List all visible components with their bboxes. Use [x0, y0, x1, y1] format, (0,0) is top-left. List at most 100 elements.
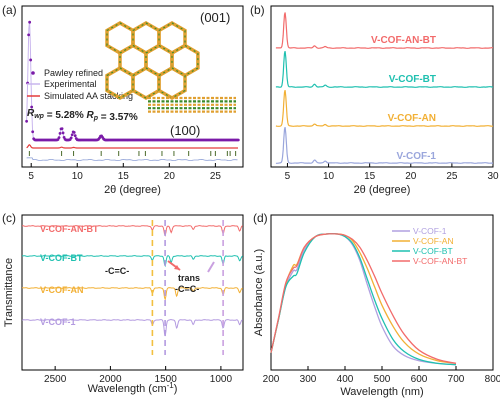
x-tick-label: 10 — [72, 171, 84, 182]
plot-frame — [21, 5, 244, 168]
x-tick-label: 800 — [485, 374, 500, 385]
series-line — [270, 233, 457, 366]
panel-d: (d) 200 300 400 500 600 700 800 Wavelength (nm) A… — [253, 211, 500, 398]
series-label: V-COF-1 — [40, 317, 76, 327]
series-line — [22, 255, 243, 268]
x-tick-label: 25 — [210, 171, 222, 182]
x-tick-label: 1000 — [210, 374, 233, 385]
x-tick-label: 5 — [28, 171, 34, 182]
legend: V-COF-1V-COF-ANV-COF-BTV-COF-AN-BT — [392, 226, 467, 266]
series-line — [275, 12, 493, 49]
framework-hexagon — [157, 65, 187, 101]
series-line — [275, 90, 494, 127]
legend-label: V-COF-1 — [413, 226, 447, 236]
series-difference — [26, 157, 238, 162]
structure-inset-100 — [148, 96, 236, 113]
x-axis-label: 2θ (degree) — [354, 184, 411, 196]
plot-frame — [21, 214, 244, 371]
pawley-point — [72, 131, 76, 134]
series-line — [21, 319, 243, 337]
x-tick-label: 700 — [448, 374, 465, 385]
pawley-point — [28, 20, 32, 24]
r-factor-part: p — [93, 115, 99, 122]
r-factor-part: R — [27, 108, 35, 119]
pawley-point — [25, 119, 29, 123]
band-annotation: -C=C- — [105, 266, 129, 276]
legend-label: V-COF-BT — [413, 246, 453, 256]
series-label: V-COF-AN — [388, 113, 436, 124]
series-label: V-COF-BT — [40, 253, 83, 263]
band-annotation: -C=C- — [175, 284, 199, 294]
pawley-point — [69, 136, 73, 140]
x-tick-label: 20 — [164, 171, 176, 182]
legend-marker-pawley — [31, 71, 35, 75]
band-annotation: trans — [178, 273, 200, 283]
legend-label: V-COF-AN — [413, 236, 454, 246]
pawley-point — [73, 134, 77, 138]
x-tick-label: 400 — [337, 374, 354, 385]
pawley-point — [61, 131, 65, 135]
x-tick-label: 10 — [323, 171, 335, 182]
structure-inset-001 — [105, 20, 200, 101]
x-tick-label: 1500 — [155, 374, 178, 385]
series-line — [275, 127, 493, 164]
x-tick-label: 15 — [118, 171, 130, 182]
x-tick-label: 300 — [300, 374, 317, 385]
x-tick-label: 600 — [411, 374, 428, 385]
r-factor-part: wp — [34, 113, 44, 120]
x-axis-label: Wavelength (nm) — [340, 386, 423, 398]
pawley-point — [58, 131, 62, 135]
x-axis-label-part: Wavelength (cm — [88, 383, 167, 395]
panel-label: (a) — [2, 3, 17, 17]
x-axis-label-part: -1 — [167, 381, 175, 390]
arrow — [207, 261, 215, 273]
x-axis-label-part: ) — [174, 383, 178, 395]
y-axis-label: Transmittance — [3, 258, 15, 327]
series-label: V-COF-AN-BT — [40, 224, 99, 234]
series-line — [275, 51, 494, 88]
series-line — [270, 233, 457, 365]
panel-a: (a) 5 10 15 20 25 2θ (degree) Pawley refinedExp… — [2, 3, 244, 196]
r-factors: Rwp = 5.28% Rp = 3.57% — [27, 108, 138, 123]
series-line — [22, 287, 243, 302]
r-factor-part: R — [87, 110, 95, 121]
x-tick-label: 2000 — [99, 374, 122, 385]
panel-c: (c) 2500 2000 1500 1000 Transmittance Waveleng… — [2, 211, 244, 395]
x-tick-label: 20 — [405, 171, 417, 182]
series-label: V-COF-AN-BT — [371, 35, 436, 46]
y-axis-label: Absorbance (a.u.) — [253, 249, 265, 336]
x-tick-label: 30 — [487, 171, 499, 182]
pawley-point — [27, 33, 31, 37]
series-label: V-COF-1 — [397, 151, 437, 162]
arrow-head — [174, 265, 180, 270]
x-tick-label: 5 — [285, 171, 291, 182]
miller-index-001: (001) — [200, 10, 230, 25]
x-tick-label: 200 — [263, 374, 280, 385]
panel-label: (d) — [253, 211, 268, 225]
x-tick-label: 15 — [364, 171, 376, 182]
pawley-point — [60, 127, 64, 131]
pawley-point — [29, 58, 33, 62]
legend-label: Pawley refined — [44, 68, 103, 78]
series-label: V-COF-AN — [40, 285, 84, 295]
x-axis-label: 2θ (degree) — [104, 184, 161, 196]
series-simulated — [26, 144, 238, 149]
pawley-point — [70, 133, 74, 137]
legend-label: Simulated AA stacking — [44, 91, 133, 101]
series-line — [21, 225, 243, 237]
panel-b: (b) 5 10 15 20 25 30 2θ (degree) V-COF-AN-BT V-CO… — [250, 3, 499, 196]
r-factor-part: = 5.28% — [44, 110, 87, 121]
series-label: V-COF-BT — [389, 74, 436, 85]
x-tick-label: 500 — [374, 374, 391, 385]
pawley-point — [57, 136, 61, 140]
pawley-point — [31, 130, 35, 134]
x-tick-label: 2500 — [44, 374, 67, 385]
r-factor-part: = 3.57% — [98, 112, 138, 123]
legend-label: Experimental — [44, 79, 97, 89]
x-axis-label: Wavelength (cm-1) — [88, 381, 178, 395]
miller-index-100: (100) — [170, 123, 200, 138]
panel-label: (c) — [2, 211, 16, 225]
pawley-point — [236, 138, 240, 142]
